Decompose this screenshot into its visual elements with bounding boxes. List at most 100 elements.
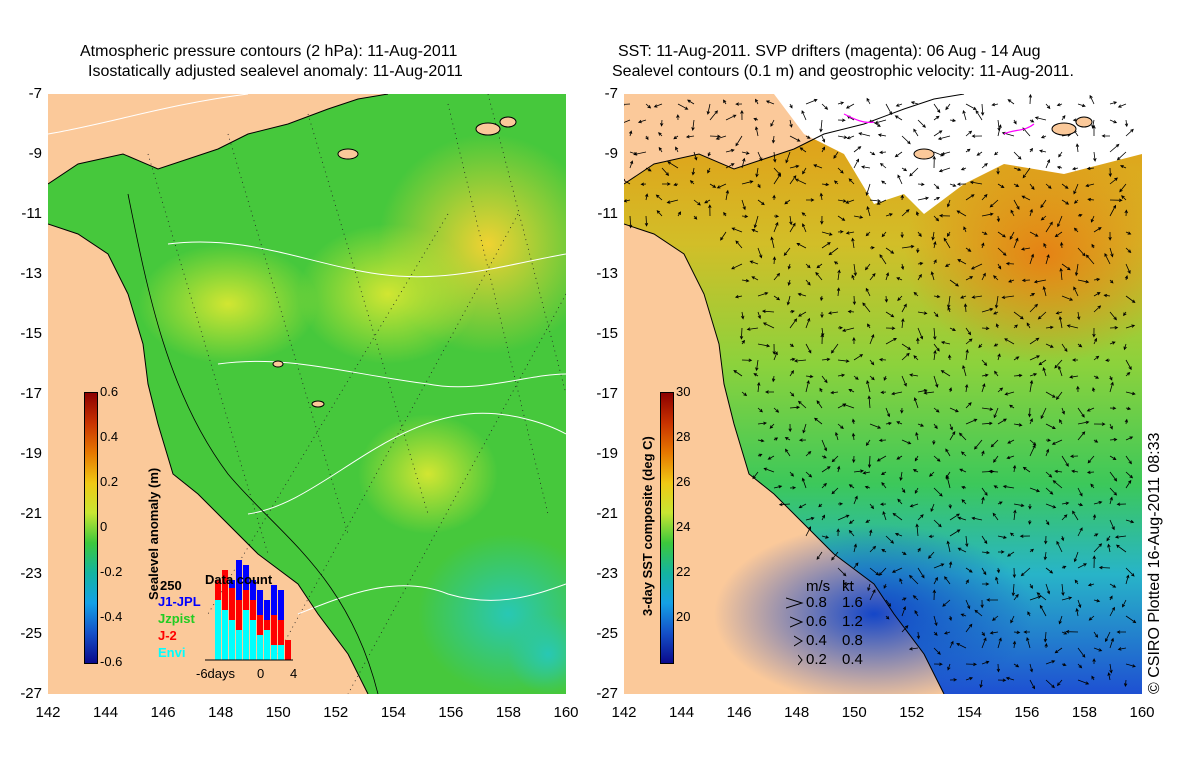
right-xtick-4: 150 (841, 704, 867, 721)
velocity-arrow (883, 583, 887, 589)
velocity-arrow (965, 148, 971, 153)
velocity-arrow (1092, 514, 1097, 521)
velocity-arrow (805, 98, 818, 105)
left-colorbar-tick-5: -0.4 (100, 609, 123, 624)
velocity-arrow (1109, 341, 1116, 345)
velocity-arrow (783, 247, 791, 257)
velocity-arrow (1013, 119, 1017, 125)
velocity-arrow (901, 375, 907, 387)
velocity-arrow (1002, 485, 1015, 489)
velocity-arrow (1109, 326, 1119, 330)
velocity-arrow (667, 161, 679, 169)
velocity-arrow (971, 516, 983, 521)
velocity-arrow (1125, 455, 1132, 465)
velocity-arrow (837, 567, 847, 577)
velocity-arrow (869, 246, 875, 250)
velocity-arrow (933, 197, 941, 201)
left-colorbar-label: Sealevel anomaly (m) (146, 467, 161, 600)
velocity-arrow (867, 395, 871, 409)
velocity-arrow (660, 119, 664, 127)
velocity-arrow (704, 199, 711, 204)
left-colorbar-tick-4: -0.2 (100, 564, 123, 579)
velocity-arrow (880, 502, 887, 506)
velocity-arrow (1077, 487, 1083, 497)
velocity-arrow (1109, 279, 1114, 284)
velocity-arrow (773, 272, 781, 281)
velocity-arrow (901, 343, 912, 350)
velocity-arrow (945, 448, 951, 457)
left-ytick-9: -25 (20, 625, 42, 642)
velocity-arrow (677, 211, 682, 217)
left-colorbar-tick-2: 0.2 (100, 474, 119, 489)
velocity-arrow (1054, 469, 1063, 474)
left-xtick-8: 158 (495, 704, 521, 721)
velocity-arrow (1061, 455, 1069, 467)
velocity-arrow (1125, 231, 1132, 235)
velocity-arrow (819, 192, 824, 201)
velocity-arrow (1073, 286, 1079, 297)
velocity-arrow (1109, 455, 1117, 460)
velocity-arrow (969, 180, 983, 185)
velocity-arrow (1045, 503, 1057, 509)
velocity-arrow (819, 119, 823, 133)
velocity-arrow (1098, 565, 1111, 570)
velocity-arrow (1061, 514, 1068, 521)
velocity-arrow (805, 263, 811, 269)
velocity-arrow (912, 595, 919, 601)
velocity-arrow (1042, 286, 1047, 297)
velocity-arrow (757, 421, 767, 426)
velocity-arrow (731, 263, 743, 270)
velocity-arrow (1001, 295, 1015, 299)
velocity-arrow (981, 272, 986, 281)
velocity-arrow (1040, 215, 1047, 221)
velocity-arrow (806, 198, 815, 202)
velocity-arrow (805, 317, 811, 329)
velocity-arrow (879, 254, 887, 265)
velocity-arrow (851, 274, 855, 281)
velocity-arrow (1061, 596, 1073, 601)
velocity-arrow (821, 182, 830, 187)
velocity-arrow (1061, 183, 1069, 189)
left-xtick-3: 148 (208, 704, 234, 721)
velocity-arrow (1125, 247, 1132, 253)
right-xtick-7: 156 (1014, 704, 1040, 721)
velocity-arrow (885, 311, 895, 318)
velocity-arrow (1006, 455, 1015, 460)
velocity-arrow (988, 469, 999, 474)
velocity-arrow (763, 467, 775, 473)
velocity-arrow (1109, 143, 1120, 153)
velocity-arrow (947, 306, 951, 313)
velocity-arrow (757, 381, 761, 393)
velocity-arrow (853, 375, 859, 380)
velocity-arrow (894, 115, 903, 121)
velocity-arrow (789, 486, 797, 490)
velocity-arrow (1124, 119, 1129, 128)
velocity-arrow (997, 535, 1007, 539)
velocity-arrow (885, 615, 890, 620)
velocity-arrow (1045, 487, 1054, 495)
velocity-arrow (789, 119, 793, 128)
velocity-arrow (1061, 263, 1071, 271)
velocity-arrow (1029, 337, 1040, 345)
velocity-arrow (885, 407, 891, 418)
velocity-arrow (885, 421, 892, 426)
velocity-arrow (946, 231, 951, 237)
velocity-arrow (864, 263, 871, 271)
velocity-arrow (1087, 455, 1095, 464)
velocity-arrow (787, 263, 791, 270)
velocity-arrow (658, 132, 663, 137)
right-colorbar-tick-0: 30 (676, 384, 691, 399)
velocity-arrow (1013, 373, 1023, 378)
velocity-arrow (949, 513, 960, 521)
velocity-arrow (861, 165, 871, 169)
velocity-arrow (949, 327, 956, 331)
velocity-arrow (755, 167, 759, 178)
velocity-arrow (997, 247, 1007, 256)
velocity-arrow (960, 167, 967, 171)
velocity-arrow (1045, 519, 1050, 526)
velocity-arrow (1045, 325, 1054, 330)
velocity-arrow (933, 183, 940, 190)
velocity-arrow (933, 423, 938, 430)
velocity-arrow (1061, 501, 1070, 506)
velocity-arrow (755, 359, 759, 372)
